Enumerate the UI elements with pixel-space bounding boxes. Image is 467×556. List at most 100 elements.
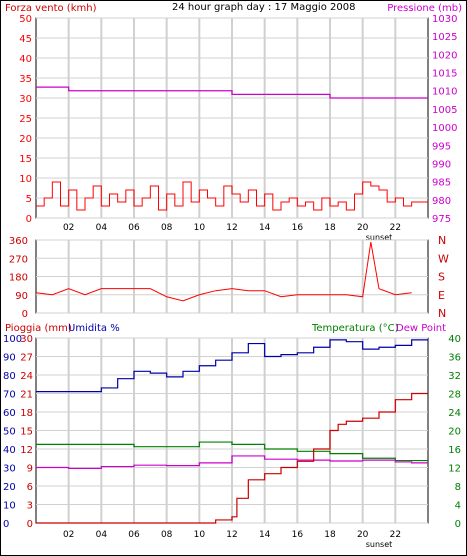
pressure-line: [36, 86, 428, 99]
temperature-tick-label: 24: [448, 408, 461, 419]
pressure-axis-label: Pressione (mb): [387, 3, 462, 14]
wind-tick-label: 45: [19, 34, 32, 45]
x-tick-label: 10: [194, 223, 206, 233]
humidity-tick-label: 30: [3, 464, 16, 475]
rain-tick-label: 24: [20, 371, 33, 382]
x-tick-label: 02: [63, 223, 74, 233]
pioggia-line: [36, 392, 428, 524]
humidity-tick-label: 20: [3, 482, 16, 493]
x-tick-label: 22: [390, 530, 401, 540]
humidity-tick-label: 50: [3, 427, 16, 438]
wind-tick-label: 35: [19, 74, 32, 85]
temperature-tick-label: 4: [455, 501, 461, 512]
x-tick-label: 04: [96, 530, 108, 540]
temperature-tick-label: 0: [455, 519, 461, 530]
x-tick-label: 12: [226, 223, 237, 233]
direction-tick-label: 270: [9, 254, 28, 265]
plot-layer: 0202040406060808101012121414161618182020…: [3, 14, 461, 549]
direction-tick-label: 90: [15, 291, 28, 302]
wind-tick-label: 10: [19, 174, 32, 185]
direction-tick-label: 0: [22, 309, 28, 320]
humidity-tick-label: 60: [3, 408, 16, 419]
x-tick-label: 04: [96, 223, 108, 233]
rain-tick-label: 18: [20, 408, 33, 419]
x-tick-label: 06: [128, 530, 140, 540]
x-tick-label: 16: [292, 530, 304, 540]
rain-tick-label: 15: [20, 427, 33, 438]
rain-tick-label: 12: [20, 445, 33, 456]
wind-tick-label: 40: [19, 54, 32, 65]
wind-tick-label: 50: [19, 14, 32, 25]
x-tick-label: 18: [324, 530, 336, 540]
pressure-tick-label: 1000: [432, 123, 457, 134]
x-tick-label: 22: [390, 223, 401, 233]
humidity-tick-label: 10: [3, 501, 16, 512]
wind-tick-label: 20: [19, 134, 32, 145]
wind-tick-label: 5: [26, 194, 32, 205]
compass-label: N: [438, 234, 446, 247]
pressure-tick-label: 985: [432, 178, 451, 189]
pressure-tick-label: 975: [432, 214, 451, 225]
wind-tick-label: 30: [19, 94, 32, 105]
wind-axis-label: Forza vento (kmh): [5, 3, 97, 14]
temperature-axis-label: Temperatura (°C): [311, 323, 399, 334]
rain-tick-label: 27: [20, 353, 33, 364]
humidity-tick-label: 0: [3, 519, 9, 530]
pressure-tick-label: 1015: [432, 69, 457, 80]
wind-tick-label: 25: [19, 114, 32, 125]
dewpoint-axis-label: Dew Point: [396, 323, 446, 334]
temperature-tick-label: 32: [448, 371, 461, 382]
compass-label: N: [438, 307, 446, 320]
rain-tick-label: 21: [20, 390, 33, 401]
compass-label: S: [438, 271, 445, 284]
pressure-tick-label: 1010: [432, 87, 457, 98]
wind-speed-line: [36, 181, 428, 211]
rain-tick-label: 9: [27, 464, 33, 475]
temperatura-line: [36, 441, 428, 462]
x-tick-label: 08: [161, 530, 173, 540]
rain-tick-label: 30: [20, 334, 33, 345]
x-tick-label: 12: [226, 530, 237, 540]
wind-tick-label: 0: [26, 214, 32, 225]
x-tick-label: 02: [63, 530, 74, 540]
pressure-tick-label: 1025: [432, 32, 457, 43]
humidity-tick-label: 100: [3, 334, 22, 345]
sunset-label: sunset: [366, 233, 393, 242]
rain-tick-label: 3: [27, 501, 33, 512]
humidity-tick-label: 40: [3, 445, 16, 456]
rain-tick-label: 6: [27, 482, 33, 493]
sunset-label: sunset: [366, 540, 393, 549]
x-tick-label: 20: [357, 223, 369, 233]
humidity-tick-label: 90: [3, 353, 16, 364]
pressure-tick-label: 980: [432, 196, 451, 207]
x-tick-label: 18: [324, 223, 336, 233]
x-tick-label: 20: [357, 530, 369, 540]
x-tick-label: 06: [128, 223, 140, 233]
temperature-tick-label: 36: [448, 353, 461, 364]
pressure-tick-label: 1005: [432, 105, 457, 116]
pressure-tick-label: 995: [432, 141, 451, 152]
dew-point-line: [36, 455, 428, 470]
temperature-tick-label: 20: [448, 427, 461, 438]
humidity-tick-label: 80: [3, 371, 16, 382]
rain-axis-label: Pioggia (mm): [5, 323, 72, 334]
temperature-tick-label: 8: [455, 482, 461, 493]
pressure-tick-label: 990: [432, 159, 451, 170]
humidity-axis-label: Umidita %: [68, 323, 120, 334]
chart-title: 24 hour graph day : 17 Maggio 2008: [172, 2, 355, 13]
x-tick-label: 16: [292, 223, 304, 233]
x-tick-label: 08: [161, 223, 173, 233]
x-tick-label: 14: [259, 530, 271, 540]
pressure-tick-label: 1020: [432, 50, 457, 61]
humidity-tick-label: 70: [3, 390, 16, 401]
x-tick-label: 10: [194, 530, 206, 540]
x-tick-label: 14: [259, 223, 271, 233]
compass-label: W: [438, 252, 449, 265]
temperature-tick-label: 12: [448, 464, 461, 475]
wind-tick-label: 15: [19, 154, 32, 165]
temperature-tick-label: 16: [448, 445, 461, 456]
umidita-line: [36, 339, 428, 393]
temperature-tick-label: 28: [448, 390, 461, 401]
compass-label: E: [438, 289, 445, 302]
temperature-tick-label: 40: [448, 334, 461, 345]
